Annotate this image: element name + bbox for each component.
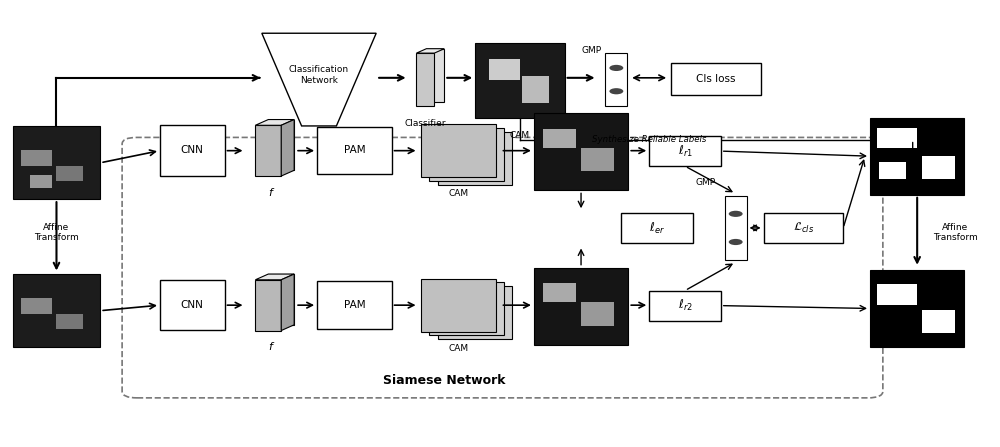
Polygon shape — [268, 274, 294, 325]
Circle shape — [609, 65, 623, 71]
Bar — [56, 314, 83, 329]
Polygon shape — [255, 274, 294, 280]
Bar — [605, 53, 627, 106]
Bar — [725, 196, 747, 260]
Bar — [438, 131, 512, 185]
Bar — [534, 113, 628, 190]
Bar — [649, 291, 721, 320]
Text: $\ell_{r1}$: $\ell_{r1}$ — [678, 143, 692, 159]
Polygon shape — [255, 119, 294, 125]
Bar — [421, 124, 496, 177]
Text: Affine
Transform: Affine Transform — [34, 223, 79, 242]
Circle shape — [729, 211, 743, 217]
Bar — [543, 283, 576, 303]
Bar — [489, 59, 520, 80]
Bar — [671, 63, 761, 96]
Bar — [922, 310, 955, 333]
Text: f: f — [268, 342, 272, 352]
Text: PAM: PAM — [344, 300, 365, 310]
Polygon shape — [426, 49, 444, 101]
Bar — [30, 175, 52, 188]
Text: $\ell_{r2}$: $\ell_{r2}$ — [678, 298, 692, 313]
Bar — [160, 279, 225, 330]
Bar — [522, 76, 549, 102]
Bar — [317, 281, 392, 329]
Bar — [870, 118, 964, 195]
Polygon shape — [255, 280, 281, 330]
Text: Cls loss: Cls loss — [696, 74, 736, 84]
Text: CAM: CAM — [448, 344, 468, 353]
Text: GMP: GMP — [581, 46, 602, 55]
Text: Classifier: Classifier — [405, 119, 446, 128]
Bar — [438, 286, 512, 339]
Text: GMP: GMP — [696, 178, 716, 187]
Text: Classification
Network: Classification Network — [289, 65, 349, 85]
Text: Affine
Transform: Affine Transform — [933, 223, 977, 242]
Polygon shape — [281, 119, 294, 176]
Text: $\mathcal{L}_{cls}$: $\mathcal{L}_{cls}$ — [793, 221, 814, 236]
Bar — [416, 53, 434, 106]
Bar — [877, 284, 917, 304]
Text: f: f — [268, 188, 272, 198]
Bar — [877, 127, 917, 148]
FancyBboxPatch shape — [122, 137, 883, 398]
Text: CNN: CNN — [181, 300, 204, 310]
Text: CAM: CAM — [448, 190, 468, 198]
Bar — [421, 278, 496, 332]
Bar — [534, 268, 628, 345]
Bar — [317, 127, 392, 174]
Text: Synthesize Reliable Labels: Synthesize Reliable Labels — [592, 135, 706, 144]
Polygon shape — [255, 125, 281, 176]
Text: PAM: PAM — [344, 145, 365, 156]
Bar — [160, 125, 225, 176]
Bar — [429, 283, 504, 335]
Bar — [56, 166, 83, 181]
Bar — [870, 270, 964, 347]
Bar — [21, 298, 52, 314]
Bar — [581, 303, 614, 325]
Polygon shape — [262, 33, 376, 126]
Bar — [543, 129, 576, 148]
Bar — [621, 213, 693, 243]
Circle shape — [729, 239, 743, 245]
Bar — [922, 156, 955, 179]
Bar — [13, 127, 100, 199]
Text: Siamese Network: Siamese Network — [383, 374, 505, 387]
Text: $\ell_{er}$: $\ell_{er}$ — [649, 221, 665, 236]
Text: CAM: CAM — [510, 131, 530, 140]
Bar — [475, 42, 565, 118]
Polygon shape — [416, 49, 444, 53]
Bar — [581, 148, 614, 171]
Bar — [879, 162, 906, 179]
Bar — [649, 136, 721, 166]
Polygon shape — [281, 274, 294, 330]
Circle shape — [609, 88, 623, 94]
Bar — [13, 274, 100, 347]
Bar — [429, 128, 504, 181]
Bar — [21, 151, 52, 166]
Text: CNN: CNN — [181, 145, 204, 156]
Polygon shape — [268, 119, 294, 170]
Bar — [764, 213, 843, 243]
